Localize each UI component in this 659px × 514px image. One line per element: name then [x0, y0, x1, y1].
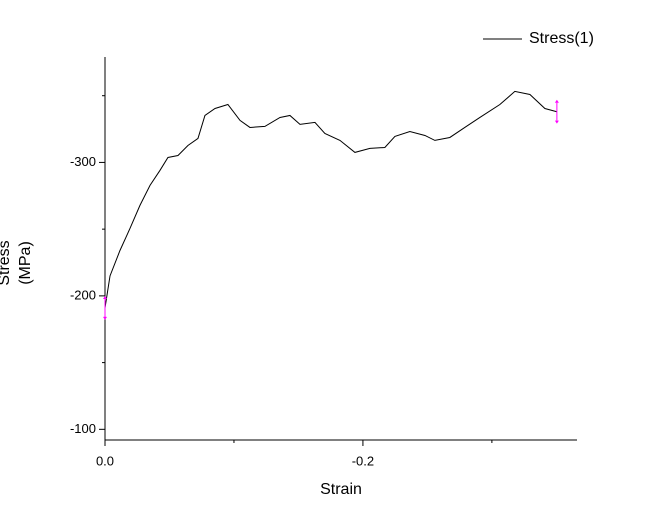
x-tick-label: 0.0 [96, 453, 114, 468]
error-cap [103, 295, 107, 299]
y-tick-label: -200 [70, 287, 96, 302]
y-tick-label: -100 [70, 421, 96, 436]
error-cap [554, 120, 559, 124]
legend-label: Stress(1) [529, 30, 594, 47]
y-axis-label: Stress [0, 240, 13, 285]
error-cap [103, 316, 107, 320]
x-axis-label: Strain [320, 481, 362, 498]
x-tick-label: -0.2 [352, 453, 374, 468]
error-cap [554, 99, 559, 103]
y-tick-label: -300 [70, 154, 96, 169]
y-axis-label: (MPa) [17, 241, 34, 285]
line-series [104, 90, 558, 308]
